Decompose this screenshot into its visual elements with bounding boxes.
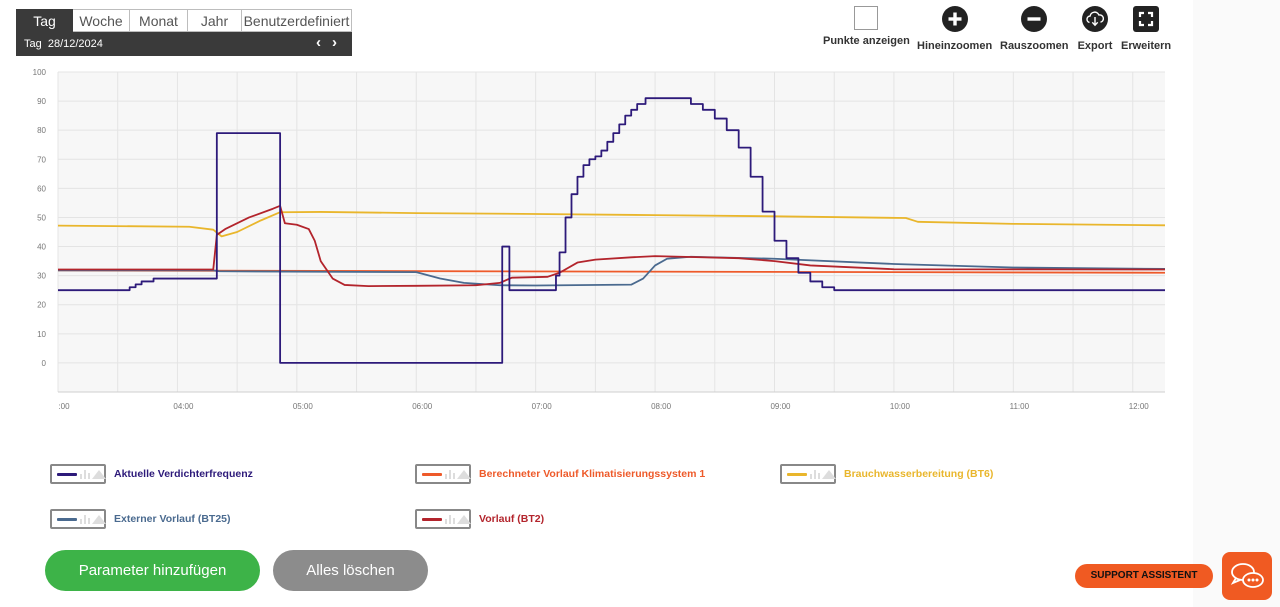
tab-jahr[interactable]: Jahr bbox=[188, 9, 242, 32]
y-tick-label: 10 bbox=[37, 330, 46, 339]
history-chart[interactable]: 0 10 20 30 40 50 60 70 80 90 100 :00 04:00 05:00 06:00… bbox=[0, 60, 1193, 430]
x-tick-label: :00 bbox=[58, 402, 70, 411]
bar-chart-icon bbox=[80, 515, 90, 524]
x-tick-label: 09:00 bbox=[770, 402, 791, 411]
legend-label: Aktuelle Verdichterfrequenz bbox=[114, 468, 253, 480]
zoom-in-button[interactable]: Hineinzoomen bbox=[917, 6, 992, 52]
legend-label: Brauchwasserbereitung (BT6) bbox=[844, 468, 994, 480]
legend-item-brauchwasser[interactable]: Brauchwasserbereitung (BT6) bbox=[780, 462, 993, 486]
zoom-out-button[interactable]: Rauszoomen bbox=[1000, 6, 1068, 52]
legend-swatch bbox=[57, 473, 77, 476]
tab-benutzerdefiniert[interactable]: Benutzerdefiniert bbox=[242, 9, 352, 32]
show-points-toggle[interactable]: Punkte anzeigen bbox=[823, 6, 910, 47]
plus-circle-icon bbox=[941, 6, 968, 32]
legend-item-berechneter-vorlauf[interactable]: Berechneter Vorlauf Klimatisierungssyste… bbox=[415, 462, 705, 486]
x-tick-label: 05:00 bbox=[293, 402, 314, 411]
x-tick-label: 08:00 bbox=[651, 402, 672, 411]
bar-chart-icon bbox=[445, 470, 455, 479]
series-line-extern bbox=[58, 255, 1166, 287]
x-tick-label: 10:00 bbox=[890, 402, 911, 411]
export-label: Export bbox=[1077, 40, 1113, 52]
tab-monat[interactable]: Monat bbox=[130, 9, 188, 32]
x-tick-label: 11:00 bbox=[1010, 402, 1030, 411]
y-tick-label: 40 bbox=[37, 243, 46, 252]
series-line-vorlauf bbox=[58, 204, 1166, 288]
period-date-label: Tag 28/12/2024 bbox=[24, 38, 103, 50]
page-margin bbox=[1193, 0, 1280, 607]
expand-label: Erweitern bbox=[1121, 40, 1172, 52]
bar-chart-icon bbox=[810, 470, 820, 479]
legend-label: Berechneter Vorlauf Klimatisierungssyste… bbox=[479, 468, 706, 480]
y-tick-label: 70 bbox=[37, 155, 46, 164]
bar-chart-icon bbox=[80, 470, 90, 479]
legend-toggle-box bbox=[415, 509, 471, 529]
y-tick-label: 0 bbox=[42, 359, 47, 368]
zoom-out-label: Rauszoomen bbox=[1000, 40, 1069, 52]
support-assistant-button[interactable]: SUPPORT ASSISTENT bbox=[1075, 564, 1213, 588]
y-tick-label: 80 bbox=[37, 126, 46, 135]
period-tabs: Tag Woche Monat Jahr Benutzerdefiniert bbox=[16, 9, 352, 32]
legend-swatch bbox=[422, 518, 442, 521]
legend-swatch bbox=[787, 473, 807, 476]
chat-button[interactable] bbox=[1222, 552, 1272, 600]
expand-button[interactable]: Erweitern bbox=[1121, 6, 1171, 52]
next-period-button[interactable]: › bbox=[332, 34, 337, 51]
export-button[interactable]: Export bbox=[1076, 6, 1114, 52]
legend-swatch bbox=[422, 473, 442, 476]
bar-chart-icon bbox=[445, 515, 455, 524]
checkbox-icon bbox=[853, 6, 878, 30]
tab-woche[interactable]: Woche bbox=[73, 9, 130, 32]
legend-item-externer-vorlauf[interactable]: Externer Vorlauf (BT25) bbox=[50, 507, 231, 531]
zoom-in-label: Hineinzoomen bbox=[917, 40, 993, 52]
series-line-verdichter bbox=[58, 97, 1165, 364]
y-tick-label: 30 bbox=[37, 272, 46, 281]
legend-toggle-box bbox=[50, 509, 106, 529]
legend-label: Vorlauf (BT2) bbox=[479, 513, 545, 525]
area-chart-icon bbox=[822, 470, 836, 479]
show-points-label: Punkte anzeigen bbox=[823, 35, 910, 47]
legend-toggle-box bbox=[780, 464, 836, 484]
area-chart-icon bbox=[92, 470, 106, 479]
legend-toggle-box bbox=[50, 464, 106, 484]
y-tick-label: 100 bbox=[33, 68, 47, 77]
legend-label: Externer Vorlauf (BT25) bbox=[114, 513, 231, 525]
plot-area bbox=[58, 72, 1165, 392]
minus-circle-icon bbox=[1021, 6, 1047, 32]
prev-period-button[interactable]: ‹ bbox=[316, 34, 321, 51]
y-tick-label: 60 bbox=[37, 184, 46, 193]
area-chart-icon bbox=[457, 515, 471, 524]
history-page: Tag Woche Monat Jahr Benutzerdefiniert T… bbox=[0, 6, 1193, 591]
area-chart-icon bbox=[92, 515, 106, 524]
legend-item-verdichterfrequenz[interactable]: Aktuelle Verdichterfrequenz bbox=[50, 462, 253, 486]
add-parameter-button[interactable]: Parameter hinzufügen bbox=[45, 550, 260, 591]
tab-tag[interactable]: Tag bbox=[16, 9, 73, 32]
y-tick-label: 20 bbox=[37, 301, 46, 310]
legend-toggle-box bbox=[415, 464, 471, 484]
area-chart-icon bbox=[457, 470, 471, 479]
x-tick-label: 07:00 bbox=[532, 402, 553, 411]
legend-item-vorlauf[interactable]: Vorlauf (BT2) bbox=[415, 507, 544, 531]
y-tick-label: 50 bbox=[37, 213, 46, 222]
x-tick-label: 12:00 bbox=[1129, 402, 1150, 411]
y-tick-label: 90 bbox=[37, 97, 46, 106]
legend-swatch bbox=[57, 518, 77, 521]
x-tick-label: 06:00 bbox=[412, 402, 433, 411]
clear-all-button[interactable]: Alles löschen bbox=[273, 550, 428, 591]
fullscreen-icon bbox=[1133, 6, 1159, 32]
cloud-download-icon bbox=[1082, 6, 1108, 32]
chat-bubbles-icon bbox=[1230, 563, 1264, 588]
x-tick-label: 04:00 bbox=[173, 402, 194, 411]
